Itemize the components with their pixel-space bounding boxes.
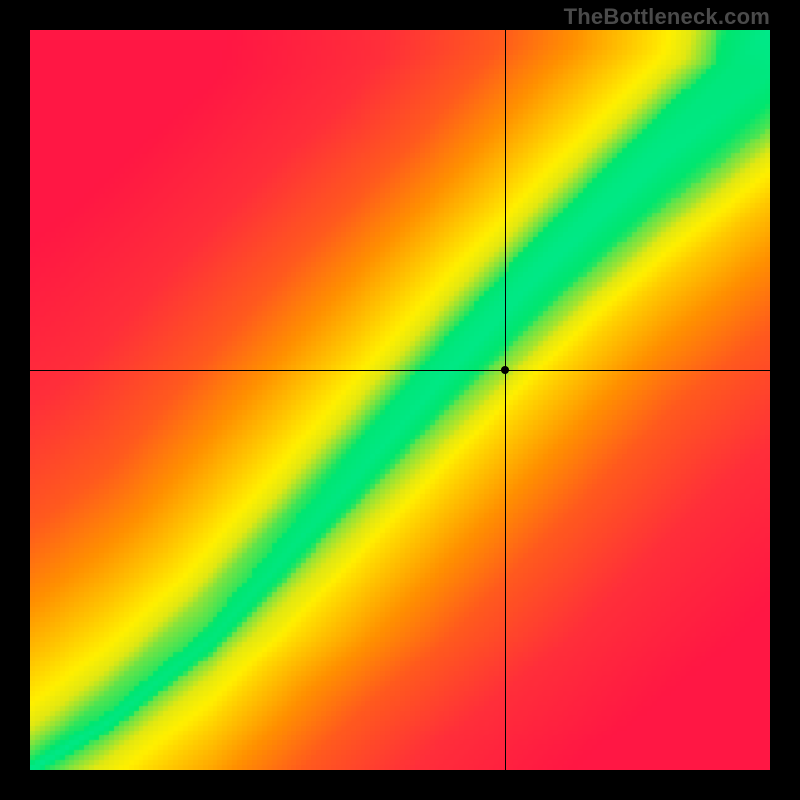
crosshair-horizontal	[30, 370, 770, 371]
marker-point	[501, 366, 509, 374]
chart-container: TheBottleneck.com	[0, 0, 800, 800]
watermark-text: TheBottleneck.com	[564, 4, 770, 30]
heatmap-canvas	[30, 30, 770, 770]
crosshair-vertical	[505, 30, 506, 770]
